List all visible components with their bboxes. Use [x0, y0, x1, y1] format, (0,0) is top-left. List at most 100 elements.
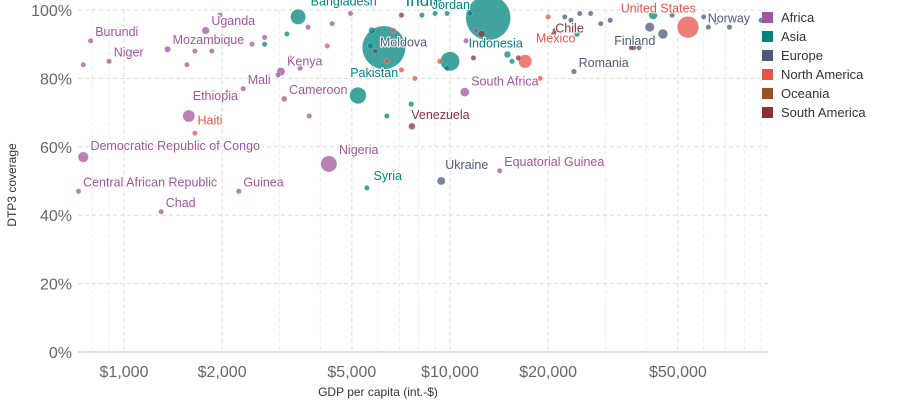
data-point-niger — [106, 58, 112, 65]
legend-item-europe[interactable]: Europe — [762, 46, 866, 65]
data-point — [329, 20, 335, 27]
data-point — [700, 13, 707, 20]
data-point-romania — [571, 68, 577, 75]
data-point-china — [465, 0, 511, 41]
x-axis: $1,000 $2,000 $5,000 $10,000 $20,000 $50,000 — [100, 364, 707, 381]
point-label: United States — [621, 1, 696, 15]
data-point-cameroon — [281, 95, 288, 103]
data-point — [537, 75, 543, 82]
data-point-moldova — [372, 48, 379, 54]
legend-swatch — [762, 69, 773, 80]
x-tick-label: $5,000 — [327, 364, 376, 381]
point-label: Burundi — [95, 25, 138, 39]
point-label: Democratic Republic of Congo — [90, 139, 260, 153]
data-point — [192, 48, 198, 54]
data-point — [568, 17, 574, 24]
y-axis: 0% 20% 40% 60% 80% 100% — [31, 3, 72, 362]
point-label: Romania — [579, 56, 629, 70]
data-point — [398, 67, 405, 73]
x-tick-label: $1,000 — [100, 364, 149, 381]
legend-label: Europe — [781, 48, 823, 63]
point-label: Indonesia — [469, 37, 523, 51]
legend-item-north-america[interactable]: North America — [762, 65, 866, 84]
legend-swatch — [762, 88, 773, 99]
point-label: China — [501, 0, 549, 2]
legend-label: South America — [781, 105, 866, 120]
data-point — [305, 24, 311, 30]
data-point-haiti — [192, 130, 198, 136]
data-point — [466, 10, 473, 17]
data-point — [184, 61, 190, 68]
data-point-central-african-republic — [75, 188, 82, 195]
data-point — [432, 10, 438, 17]
data-point-south-africa — [460, 87, 470, 97]
data-point — [463, 37, 469, 44]
legend-item-asia[interactable]: Asia — [762, 27, 866, 46]
legend-label: Asia — [781, 29, 807, 44]
point-label: Norway — [708, 11, 751, 25]
point-label: Nigeria — [339, 143, 379, 157]
x-tick-label: $10,000 — [421, 364, 479, 381]
data-point-india — [362, 25, 406, 70]
legend: Africa Asia Europe North America Oceania Sout… — [762, 8, 866, 122]
data-point — [636, 44, 642, 51]
legend-swatch — [762, 107, 773, 118]
y-tick-label: 80% — [40, 71, 72, 88]
data-point — [726, 24, 733, 30]
point-label: Bangladesh — [311, 0, 377, 8]
legend-item-south-america[interactable]: South America — [762, 103, 866, 122]
data-point-ukraine — [436, 176, 446, 186]
data-point — [628, 44, 635, 51]
point-label: Cameroon — [289, 83, 347, 97]
legend-item-oceania[interactable]: Oceania — [762, 84, 866, 103]
legend-swatch — [762, 31, 773, 42]
point-label: Uganda — [211, 14, 255, 28]
point-label: Jordan — [432, 0, 470, 12]
point-label: Ethiopia — [193, 89, 238, 103]
data-point — [284, 31, 290, 37]
point-label: Mozambique — [173, 33, 245, 47]
data-point — [587, 10, 594, 17]
data-point-mozambique — [164, 45, 171, 53]
data-point — [275, 72, 281, 78]
legend-label: Oceania — [781, 86, 830, 101]
data-point — [657, 28, 669, 40]
data-point-chad — [158, 208, 164, 215]
point-label: Pakistan — [350, 66, 398, 80]
point-label: Finland — [614, 34, 655, 48]
point-label: Moldova — [380, 35, 427, 49]
data-point — [297, 65, 303, 71]
data-point-pakistan — [349, 86, 367, 105]
data-point — [347, 10, 354, 17]
y-tick-label: 100% — [31, 3, 72, 20]
data-point — [644, 22, 655, 32]
x-tick-label: $20,000 — [519, 364, 577, 381]
data-point — [217, 12, 223, 18]
point-label: Syria — [373, 169, 402, 183]
y-tick-label: 40% — [40, 208, 72, 225]
legend-item-africa[interactable]: Africa — [762, 8, 866, 27]
data-point — [383, 113, 390, 119]
point-label: Central African Republic — [83, 176, 217, 190]
data-point — [368, 26, 376, 35]
data-point — [470, 55, 477, 61]
data-point — [597, 20, 604, 27]
point-label: Kenya — [287, 54, 322, 68]
x-tick-label: $50,000 — [649, 364, 707, 381]
data-point-venezuela — [408, 122, 416, 130]
x-tick-label: $2,000 — [198, 364, 247, 381]
data-point — [515, 55, 522, 61]
data-point-bangladesh — [290, 9, 306, 25]
legend-label: North America — [781, 67, 864, 82]
point-label: Niger — [114, 46, 144, 60]
data-point — [390, 27, 397, 34]
data-point — [249, 41, 255, 48]
data-point-indonesia — [440, 51, 460, 72]
legend-label: Africa — [781, 10, 815, 25]
data-point-guinea — [235, 188, 242, 195]
data-point-ethiopia — [182, 109, 196, 123]
data-point — [367, 42, 374, 50]
data-point — [306, 113, 313, 119]
data-point — [287, 55, 293, 61]
